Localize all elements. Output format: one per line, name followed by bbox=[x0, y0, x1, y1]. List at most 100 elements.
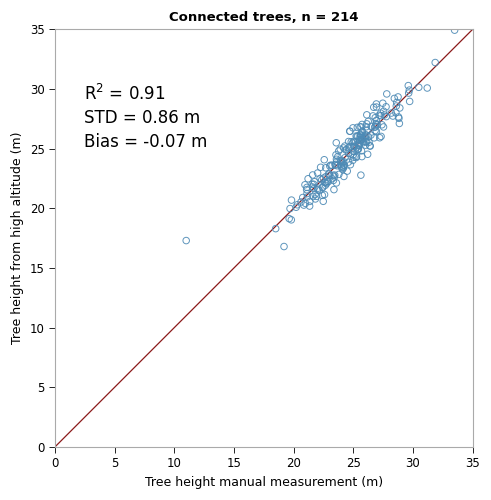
Point bbox=[355, 146, 362, 154]
Point bbox=[372, 120, 380, 128]
Point bbox=[363, 111, 371, 119]
Point bbox=[308, 183, 316, 191]
Point bbox=[349, 124, 357, 132]
Point bbox=[182, 236, 190, 244]
Point bbox=[351, 142, 358, 150]
Point bbox=[319, 183, 327, 191]
Point bbox=[347, 150, 355, 158]
Point bbox=[357, 123, 365, 131]
Point bbox=[309, 192, 317, 200]
Point bbox=[304, 175, 312, 183]
Point bbox=[389, 112, 397, 120]
Point bbox=[378, 121, 386, 129]
Point bbox=[387, 109, 395, 117]
Point bbox=[380, 107, 387, 115]
Point bbox=[301, 200, 309, 207]
Point bbox=[396, 104, 404, 112]
Point bbox=[371, 124, 379, 132]
Point bbox=[379, 99, 387, 107]
Point bbox=[363, 132, 371, 140]
Point bbox=[375, 111, 383, 119]
Point bbox=[376, 134, 383, 141]
Point bbox=[364, 118, 372, 126]
Point bbox=[314, 169, 322, 177]
Point bbox=[337, 162, 345, 170]
Point bbox=[318, 176, 326, 184]
Point bbox=[331, 171, 339, 179]
Point bbox=[343, 167, 351, 175]
Point bbox=[345, 144, 353, 152]
Point bbox=[361, 141, 369, 149]
Point bbox=[340, 158, 348, 166]
Point bbox=[357, 133, 365, 141]
Point bbox=[369, 112, 377, 120]
Point bbox=[339, 164, 347, 172]
Point bbox=[353, 152, 360, 160]
Point bbox=[313, 192, 321, 200]
Point bbox=[332, 158, 340, 166]
Point bbox=[292, 203, 300, 211]
Point bbox=[322, 172, 330, 180]
Point bbox=[354, 124, 361, 132]
Point bbox=[392, 102, 400, 110]
Point bbox=[340, 172, 348, 180]
Point bbox=[392, 109, 400, 117]
Point bbox=[364, 150, 372, 158]
Point bbox=[338, 158, 346, 166]
Point bbox=[358, 136, 366, 143]
Point bbox=[359, 138, 367, 146]
Point bbox=[372, 128, 380, 136]
Point bbox=[343, 146, 351, 154]
Point bbox=[350, 142, 357, 150]
Point bbox=[357, 136, 365, 144]
Point bbox=[352, 154, 360, 162]
Point bbox=[371, 114, 379, 122]
Point bbox=[287, 216, 295, 224]
Point bbox=[310, 180, 318, 188]
Point bbox=[367, 122, 375, 130]
Point bbox=[331, 160, 339, 168]
Point bbox=[340, 163, 348, 171]
Point bbox=[361, 134, 369, 142]
Point bbox=[285, 214, 293, 222]
Point bbox=[367, 131, 375, 139]
Point bbox=[327, 161, 335, 169]
Point bbox=[341, 142, 349, 150]
Point bbox=[345, 158, 353, 166]
Point bbox=[337, 160, 345, 168]
Point bbox=[272, 224, 279, 232]
Point bbox=[336, 145, 344, 153]
Point bbox=[329, 176, 337, 184]
Point bbox=[393, 98, 401, 106]
Point bbox=[320, 156, 328, 164]
Point bbox=[356, 130, 364, 138]
Point bbox=[317, 164, 325, 172]
Point bbox=[280, 242, 288, 250]
Point bbox=[347, 160, 355, 168]
Point bbox=[371, 126, 379, 134]
Point bbox=[350, 154, 358, 162]
Point bbox=[286, 204, 294, 212]
Point bbox=[431, 58, 439, 66]
Point bbox=[342, 146, 350, 154]
Y-axis label: Tree height from high altitude (m): Tree height from high altitude (m) bbox=[11, 132, 24, 344]
Point bbox=[394, 93, 402, 101]
Point bbox=[365, 133, 373, 141]
Point bbox=[366, 142, 374, 150]
Point bbox=[354, 146, 361, 154]
Point bbox=[325, 178, 332, 186]
Point bbox=[328, 174, 336, 182]
Point bbox=[356, 131, 364, 139]
Point bbox=[337, 156, 345, 164]
Point bbox=[341, 154, 349, 162]
Point bbox=[355, 140, 363, 148]
Point bbox=[345, 138, 353, 145]
Point bbox=[377, 132, 385, 140]
Point bbox=[322, 182, 329, 190]
Point bbox=[340, 144, 348, 152]
Point bbox=[349, 156, 356, 164]
Point bbox=[353, 144, 360, 152]
Point bbox=[362, 138, 370, 146]
Point bbox=[311, 190, 319, 198]
Point bbox=[319, 198, 327, 205]
